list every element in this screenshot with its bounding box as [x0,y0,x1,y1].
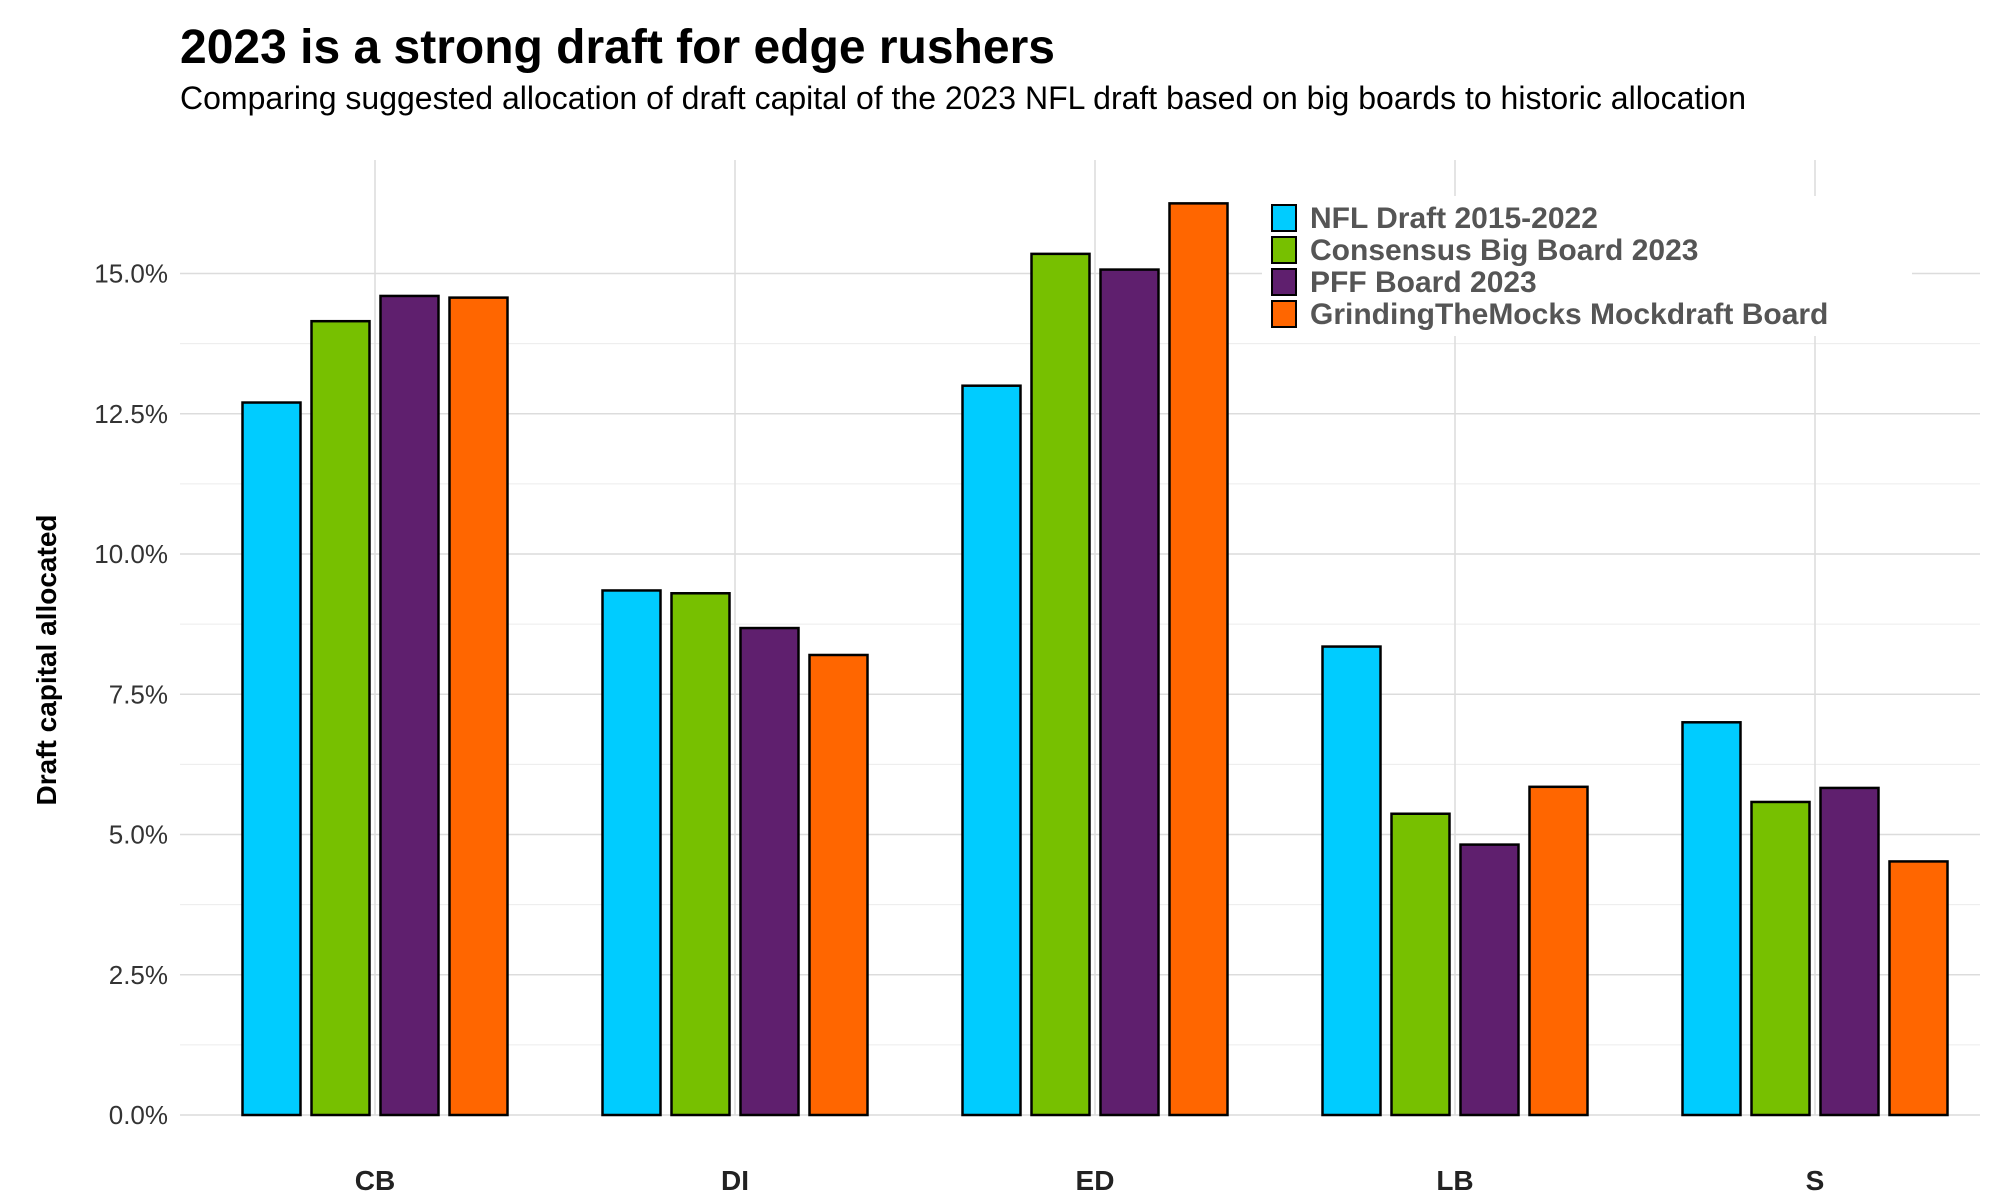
legend-swatch [1271,268,1297,296]
legend-swatch [1271,204,1297,232]
bar-s-series-3 [1819,786,1880,1117]
bar-ed-series-4 [1168,202,1229,1117]
bar-s-series-4 [1888,860,1949,1117]
bar-s-series-2 [1750,800,1811,1117]
y-tick-label: 15.0% [94,259,168,289]
bar-di-series-4 [808,653,869,1117]
y-tick-label: 2.5% [109,960,168,990]
bar-cb-series-2 [310,319,371,1117]
x-axis-ticks: CB DI ED LB S [355,1165,1825,1196]
x-tick-label: LB [1436,1165,1473,1196]
legend-background [1262,196,1912,336]
bar-lb-series-1 [1321,645,1382,1117]
y-tick-label: 10.0% [94,539,168,569]
chart-subtitle: Comparing suggested allocation of draft … [180,80,1746,116]
x-tick-label: DI [721,1165,749,1196]
bar-lb-series-3 [1459,843,1520,1117]
bar-di-series-3 [739,626,800,1117]
bar-ed-series-2 [1030,252,1091,1117]
legend-label: PFF Board 2023 [1310,266,1537,299]
bar-s-series-1 [1681,721,1742,1117]
y-tick-label: 0.0% [109,1100,168,1130]
x-tick-label: S [1806,1165,1825,1196]
bar-di-series-1 [601,589,662,1117]
bar-cb-series-4 [448,296,509,1117]
x-tick-label: CB [355,1165,395,1196]
bar-cb-series-3 [379,294,440,1117]
y-axis-label: Draft capital allocated [31,515,62,806]
y-tick-label: 12.5% [94,399,168,429]
bar-lb-series-4 [1528,785,1589,1117]
bar-ed-series-3 [1099,268,1160,1117]
legend-swatch [1271,300,1297,328]
legend-label: GrindingTheMocks Mockdraft Board [1310,298,1828,331]
bars [241,202,1949,1117]
bar-lb-series-2 [1390,812,1451,1117]
chart-title: 2023 is a strong draft for edge rushers [180,21,1055,74]
bar-di-series-2 [670,592,731,1117]
legend-label: NFL Draft 2015-2022 [1310,202,1598,235]
legend-swatch [1271,236,1297,264]
legend-label: Consensus Big Board 2023 [1310,234,1698,267]
y-axis-ticks: 0.0% 2.5% 5.0% 7.5% 10.0% 12.5% 15.0% [94,259,168,1131]
bar-cb-series-1 [241,401,302,1117]
bar-ed-series-1 [961,384,1022,1117]
y-tick-label: 7.5% [109,679,168,709]
x-tick-label: ED [1076,1165,1115,1196]
y-tick-label: 5.0% [109,820,168,850]
